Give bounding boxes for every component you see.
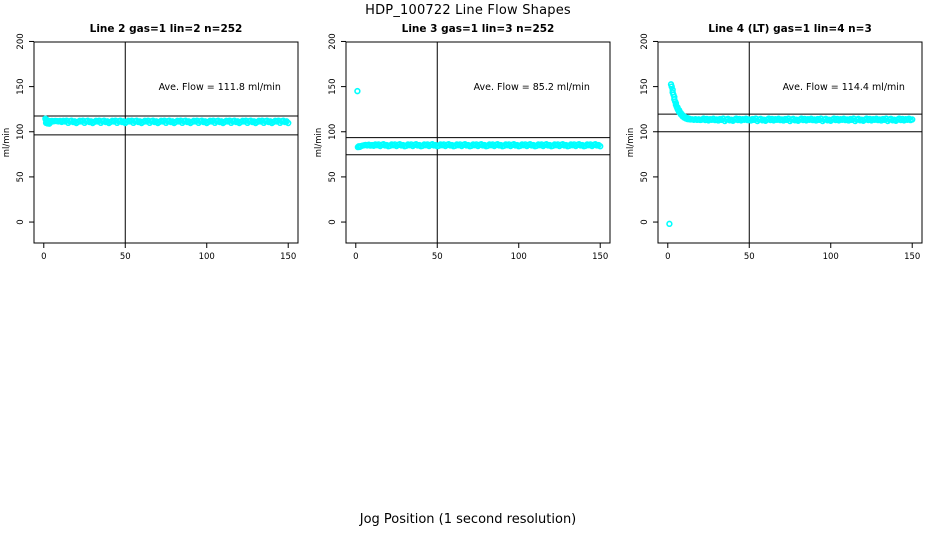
- x-tick-label: 0: [665, 252, 670, 262]
- subplot-title: Line 4 (LT) gas=1 lin=4 n=3: [708, 23, 872, 35]
- chart-panel-line3: 0 50 100 150 0 50 100 150 200 ml/min Line 3 gas=1 …: [312, 20, 624, 270]
- x-tick-label: 100: [511, 252, 527, 262]
- scatter-plot-line3: 0 50 100 150 0 50 100 150 200 ml/min Line 3 gas=1 …: [314, 23, 611, 262]
- page-title: HDP_100722 Line Flow Shapes: [365, 3, 571, 18]
- data-point: [357, 143, 364, 150]
- plot-box: [345, 41, 611, 244]
- ave-flow-annotation: Ave. Flow = 111.8 ml/min: [159, 82, 281, 93]
- x-tick-label: 150: [904, 252, 920, 262]
- data-point: [285, 119, 292, 127]
- y-tick-label: 0: [640, 219, 650, 224]
- y-tick-label: 50: [16, 171, 26, 182]
- x-tick-label: 0: [41, 252, 46, 262]
- y-tick-label: 50: [328, 171, 338, 182]
- y-tick-label: 100: [328, 124, 338, 140]
- x-tick-label: 50: [744, 252, 755, 262]
- x-tick-label: 50: [432, 252, 443, 262]
- ave-flow-annotation: Ave. Flow = 85.2 ml/min: [474, 82, 590, 93]
- plot-box: [33, 41, 299, 244]
- x-tick-label: 50: [120, 252, 131, 262]
- scatter-plot-line2: 0 50 100 150 0 50 100 150 200 ml/min Line 2 gas=1 …: [2, 23, 299, 262]
- y-tick-label: 50: [640, 171, 650, 182]
- y-tick-label: 150: [328, 78, 338, 94]
- y-tick-label: 0: [16, 219, 26, 224]
- data-point: [685, 115, 693, 122]
- shared-x-axis-label: Jog Position (1 second resolution): [359, 512, 577, 527]
- x-tick-label: 150: [592, 252, 608, 262]
- y-tick-label: 0: [328, 219, 338, 224]
- y-axis-label: ml/min: [626, 128, 636, 158]
- y-tick-label: 100: [16, 124, 26, 140]
- data-point: [909, 116, 916, 123]
- ave-flow-annotation: Ave. Flow = 114.4 ml/min: [783, 82, 905, 93]
- y-tick-label: 200: [16, 33, 26, 49]
- chart-panel-line4: 0 50 100 150 0 50 100 150 200 ml/min Line 4 (LT) g…: [624, 20, 936, 270]
- data-point: [597, 143, 604, 150]
- scatter-plot-line4: 0 50 100 150 0 50 100 150 200 ml/min Line 4 (LT) g…: [626, 23, 923, 262]
- data-point: [354, 87, 361, 95]
- data-point: [47, 119, 54, 126]
- y-tick-label: 200: [640, 33, 650, 49]
- subplot-title: Line 3 gas=1 lin=3 n=252: [402, 23, 555, 35]
- y-tick-label: 100: [640, 124, 650, 140]
- plot-box: [657, 41, 923, 244]
- charts-row: 0 50 100 150 0 50 100 150 200 ml/min Line 2 gas=1 …: [0, 20, 936, 270]
- x-tick-label: 150: [280, 252, 296, 262]
- data-point: [666, 220, 673, 228]
- y-axis-label: ml/min: [314, 128, 324, 158]
- x-tick-label: 100: [199, 252, 215, 262]
- x-tick-label: 100: [823, 252, 839, 262]
- chart-panel-line2: 0 50 100 150 0 50 100 150 200 ml/min Line 2 gas=1 …: [0, 20, 312, 270]
- y-axis-label: ml/min: [2, 128, 12, 158]
- y-tick-label: 150: [640, 78, 650, 94]
- data-point: [668, 83, 675, 90]
- subplot-title: Line 2 gas=1 lin=2 n=252: [90, 23, 243, 35]
- x-tick-label: 0: [353, 252, 358, 262]
- y-tick-label: 200: [328, 33, 338, 49]
- y-tick-label: 150: [16, 78, 26, 94]
